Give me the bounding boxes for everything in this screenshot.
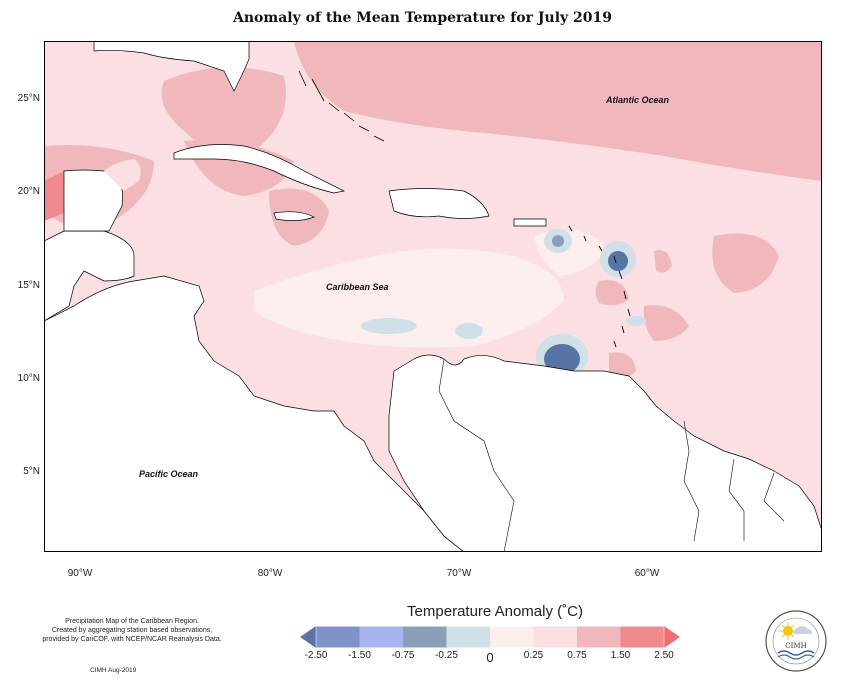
cloud-icon: [793, 626, 812, 634]
legend-swatch: [577, 626, 621, 648]
lat-label-15n: 15°N: [17, 280, 40, 291]
legend-tick-label: 0.25: [523, 650, 544, 661]
credit-line-3: provided by CariCOF, with NCEP/NCAR Rean…: [42, 636, 222, 643]
legend-swatch: [300, 626, 316, 648]
label-pacific-ocean: Pacific Ocean: [139, 469, 199, 479]
cimh-logo: CIMH: [764, 609, 828, 673]
land-puerto-rico: [513, 218, 547, 227]
land-central-america: [44, 275, 465, 552]
map-panel[interactable]: Atlantic Ocean Caribbean Sea Pacific Oce…: [44, 41, 822, 552]
legend-title: Temperature Anomaly (˚C): [407, 603, 583, 620]
anomaly-zone-lesser-antilles-a: [595, 280, 629, 306]
land-jamaica: [273, 211, 315, 221]
legend-swatch: [359, 626, 403, 648]
anomaly-zone-lesser-antilles-b: [643, 305, 689, 341]
credit-date: CIMH Aug-2019: [90, 667, 137, 674]
lon-label-90w: 90°W: [67, 568, 93, 579]
label-caribbean-sea: Caribbean Sea: [326, 282, 389, 292]
anomaly-zone-neg-barbados: [626, 316, 646, 326]
label-atlantic-ocean: Atlantic Ocean: [605, 95, 670, 105]
land-cuba: [173, 144, 346, 194]
lat-label-25n: 25°N: [17, 93, 40, 104]
legend-tick-label: -0.75: [391, 650, 415, 661]
anomaly-zone-east-atlantic: [712, 233, 779, 293]
lat-label-20n: 20°N: [17, 186, 40, 197]
anomaly-zone-neg-margarita-core: [544, 344, 580, 374]
legend-swatch: [620, 626, 664, 648]
anomaly-zone-atlantic-north: [294, 41, 822, 181]
legend-tick-label: -2.50: [304, 650, 328, 661]
legend-swatch: [533, 626, 577, 648]
anomaly-zone-florida-gulf: [161, 67, 286, 154]
land-lesser-antilles: [568, 225, 631, 348]
land-south-america: [388, 354, 822, 552]
legend-tick-label: -1.50: [348, 650, 371, 661]
border-guianas: [683, 420, 785, 542]
anomaly-zone-guadeloupe: [654, 250, 672, 273]
border-colombia-venezuela: [438, 358, 515, 552]
anomaly-over-yucatan: [104, 159, 141, 191]
land-hispaniola: [388, 188, 490, 219]
anomaly-zone-neg-guadeloupe-core: [608, 251, 628, 271]
lat-label-5n: 5°N: [23, 466, 40, 477]
legend-tick-label: 0.75: [567, 650, 587, 661]
anomaly-zone-neg-aruba: [455, 323, 483, 339]
lon-label-60w: 60°W: [634, 568, 660, 579]
land-central-america-north: [44, 230, 135, 322]
legend-tick-row: -2.50 -1.50 -0.75 -0.25 0 0.25 0.75 1.50 2.50: [0, 650, 845, 665]
land-bahamas: [298, 70, 385, 142]
legend-swatch: [446, 626, 490, 648]
legend-tick-label: 2.50: [654, 650, 674, 661]
wave-icon: [777, 650, 815, 656]
legend-tick-label: 1.50: [610, 650, 631, 661]
legend-svg: [300, 626, 680, 648]
legend-swatch: [403, 626, 447, 648]
lat-label-10n: 10°N: [17, 373, 40, 384]
legend-colorbar: [300, 626, 680, 648]
credit-line-2: Created by aggregating station based obs…: [51, 627, 213, 634]
legend-swatch: [316, 626, 360, 648]
land-north-america: [93, 41, 250, 92]
lon-label-80w: 80°W: [257, 568, 283, 579]
credit-line-1: Precipitation Map of the Caribbean Regio…: [65, 618, 199, 625]
map-canvas[interactable]: Atlantic Ocean Caribbean Sea Pacific Oce…: [44, 41, 822, 552]
legend-swatch: [664, 626, 680, 648]
legend-tick-label: -0.25: [435, 650, 458, 661]
anomaly-zone-neg-central: [361, 318, 417, 334]
credit-block: Precipitation Map of the Caribbean Regio…: [12, 617, 252, 644]
legend-tick-label: 0: [486, 650, 494, 665]
anomaly-zone-neg-virgin-islands-core: [552, 235, 564, 247]
anomaly-zone-central-caribbean: [254, 248, 564, 348]
anomaly-zone-trinidad: [609, 352, 636, 379]
svg-text:CIMH: CIMH: [785, 642, 806, 650]
lon-label-70w: 70°W: [446, 568, 472, 579]
legend-swatch: [490, 626, 534, 648]
map-border: [44, 41, 822, 552]
map-title: Anomaly of the Mean Temperature for July…: [233, 10, 612, 26]
